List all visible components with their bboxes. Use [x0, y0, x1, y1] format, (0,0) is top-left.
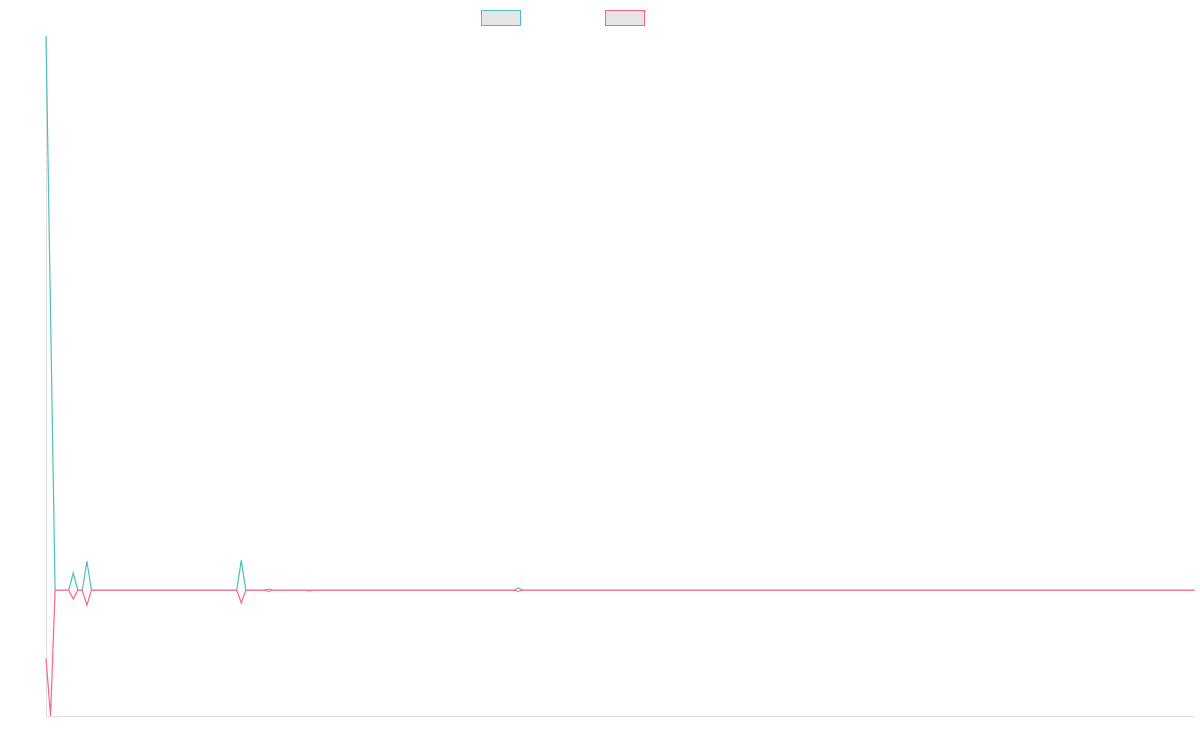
legend-swatch-series-1[interactable] — [481, 10, 521, 26]
series-group — [45, 35, 1195, 717]
series-2-line — [45, 589, 1195, 717]
series-1-line — [45, 35, 1195, 591]
legend-swatch-series-2[interactable] — [605, 10, 645, 26]
legend — [481, 10, 645, 26]
